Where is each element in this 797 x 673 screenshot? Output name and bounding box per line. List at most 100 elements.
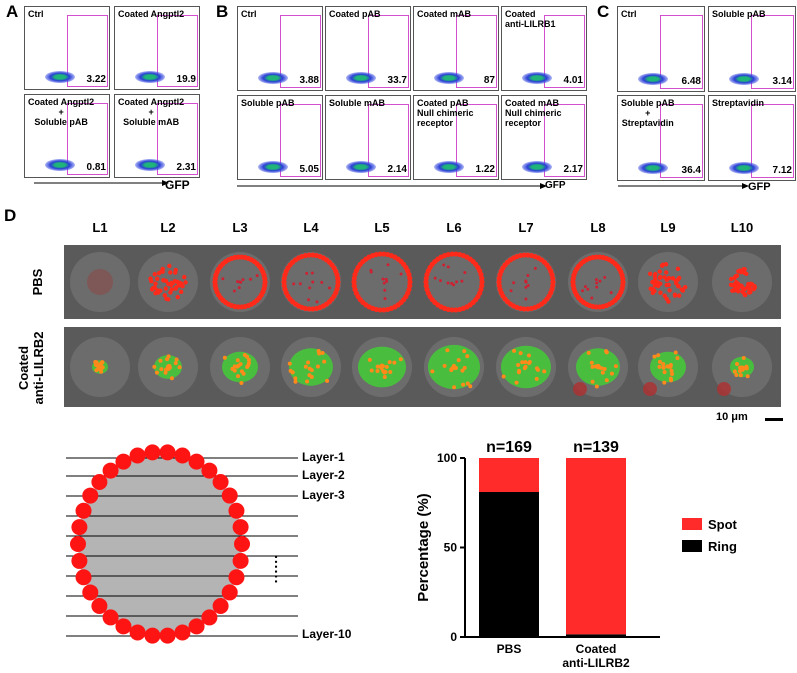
membrane-dot [82, 584, 98, 600]
lane-label-6: L6 [436, 220, 472, 235]
row-label-coated-line1: Coated [16, 346, 31, 390]
coated-cell-4 [281, 337, 341, 397]
panel-b-5-plot: Soluble mAB 2.14 [325, 95, 411, 180]
membrane-dot [228, 569, 244, 585]
cell-population [434, 161, 464, 173]
legend-swatch-ring [682, 540, 702, 552]
cell-population [258, 72, 288, 84]
panel-c-0-plot: Ctrl 6.48 [617, 6, 705, 92]
panel-b-0-plot: Ctrl 3.88 [237, 6, 323, 91]
membrane-dot [76, 569, 92, 585]
plot-title: Coated anti-LILRB1 [505, 9, 556, 29]
plot-percentage: 6.48 [682, 76, 701, 87]
plot-title: Coated pAB [329, 9, 381, 19]
category-label: PBS [497, 642, 522, 656]
bar-ring-1 [479, 492, 539, 637]
membrane-dot [71, 519, 87, 535]
cell-population [346, 161, 376, 173]
membrane-dot [222, 488, 238, 504]
membrane-dot [160, 444, 176, 460]
panel-b-3-plot: Coated anti-LILRB1 4.01 [501, 6, 587, 91]
cell-population [729, 162, 759, 174]
coated-image-row [64, 327, 781, 407]
membrane-dot [228, 503, 244, 519]
pbs-cell-5 [351, 251, 412, 312]
bar-spot-2 [566, 458, 626, 634]
plot-percentage: 36.4 [682, 165, 701, 176]
pbs-micrographs [64, 245, 781, 319]
plot-percentage: 33.7 [388, 75, 407, 86]
cell-population [258, 161, 288, 173]
plot-percentage: 4.01 [564, 75, 583, 86]
plot-title: Soluble pAB [241, 98, 295, 108]
coated-cell-6 [424, 337, 484, 397]
scale-bar [765, 418, 783, 421]
lane-label-5: L5 [364, 220, 400, 235]
lane-label-1: L1 [82, 220, 118, 235]
plot-title: Ctrl [621, 9, 637, 19]
pbs-cell-1 [70, 252, 130, 312]
y-tick-label: 0 [450, 630, 457, 644]
membrane-dot [234, 536, 250, 552]
layer-label-10: Layer-10 [302, 627, 351, 641]
plot-title: Coated mAB [417, 9, 471, 19]
pbs-cell-4 [281, 252, 341, 312]
plot-percentage: 3.88 [300, 75, 319, 86]
legend-label-spot: Spot [708, 517, 738, 532]
scale-bar-label: 10 μm [716, 411, 748, 423]
membrane-dot [144, 628, 160, 644]
panel-c-1-plot: Soluble pAB 3.14 [708, 6, 796, 92]
lane-label-10: L10 [724, 220, 760, 235]
plot-title: Coated Angptl2 [118, 9, 184, 19]
layer-label-3: Layer-3 [302, 488, 345, 502]
cell-population [638, 162, 668, 174]
plot-percentage: 1.22 [476, 164, 495, 175]
plot-title: Ctrl [241, 9, 257, 19]
membrane-dot [222, 584, 238, 600]
coated-cell-1 [70, 337, 130, 397]
plot-percentage: 19.9 [177, 74, 196, 85]
membrane-dot [91, 598, 107, 614]
cell-population [729, 73, 759, 85]
membrane-dot [82, 488, 98, 504]
plot-title: Soluble pAB + Streptavidin [621, 98, 675, 128]
lane-label-2: L2 [150, 220, 186, 235]
n-label: n=139 [573, 439, 619, 456]
membrane-dot [130, 624, 146, 640]
coated-cell-10 [712, 337, 772, 397]
pbs-cell-10 [712, 252, 772, 312]
n-label: n=169 [486, 439, 532, 456]
coated-cell-3 [210, 337, 270, 397]
plot-title: Coated mAB Null chimeric receptor [505, 98, 562, 128]
plot-percentage: 3.22 [87, 74, 106, 85]
plot-title: Coated pAB Null chimeric receptor [417, 98, 474, 128]
membrane-dot [115, 454, 131, 470]
membrane-dot [201, 463, 217, 479]
panel-a-2-plot: Coated Angptl2 + Soluble pAB 0.81 [24, 94, 110, 178]
panel-label-b: B [216, 2, 228, 22]
plot-title: Coated Angptl2 + Soluble mAB [118, 97, 184, 127]
panel-label-a: A [6, 2, 18, 22]
plot-percentage: 2.17 [564, 164, 583, 175]
plot-percentage: 3.14 [773, 76, 792, 87]
plot-title: Ctrl [28, 9, 44, 19]
membrane-dot [130, 448, 146, 464]
coated-cell-2 [138, 337, 198, 397]
lane-label-9: L9 [650, 220, 686, 235]
coated-cell-9 [638, 337, 698, 397]
panel-b-1-plot: Coated pAB 33.7 [325, 6, 411, 91]
panel-b-6-plot: Coated pAB Null chimeric receptor 1.22 [413, 95, 499, 180]
coated-cell-7 [496, 337, 556, 397]
cell-population [45, 159, 75, 171]
membrane-dot [213, 474, 229, 490]
membrane-dot [213, 598, 229, 614]
plot-title: Soluble pAB [712, 9, 766, 19]
lane-label-7: L7 [508, 220, 544, 235]
coated-micrographs [64, 327, 781, 407]
membrane-dot [174, 448, 190, 464]
pbs-cell-2 [138, 252, 198, 312]
plot-percentage: 87 [484, 75, 495, 86]
lane-label-8: L8 [580, 220, 616, 235]
plot-percentage: 5.05 [300, 164, 319, 175]
cell-population [346, 72, 376, 84]
